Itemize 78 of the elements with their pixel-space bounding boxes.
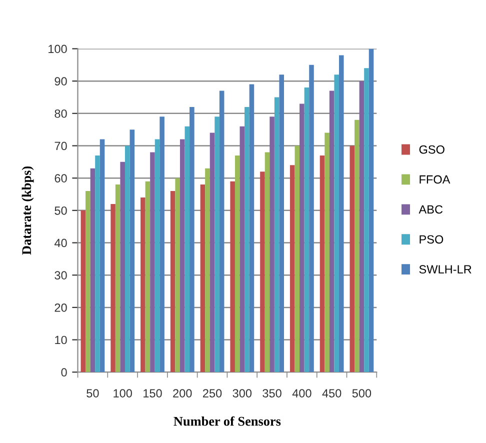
bar (240, 126, 245, 372)
bar (160, 116, 164, 372)
x-tick-label: 200 (173, 389, 192, 398)
bar (249, 84, 254, 372)
y-tick-label: 70 (54, 142, 67, 150)
bar (334, 74, 339, 372)
bar (270, 116, 274, 372)
bar (80, 210, 86, 372)
bar (184, 126, 190, 372)
bar (100, 139, 105, 372)
legend-label: SWLH-LR (419, 265, 472, 274)
bar (110, 204, 116, 372)
bar (364, 68, 369, 372)
x-tick-label: 50 (86, 389, 99, 398)
bar (359, 81, 364, 372)
bar (324, 132, 330, 372)
bar (180, 139, 185, 372)
x-tick-label: 150 (144, 389, 162, 398)
bar (150, 152, 155, 372)
bar (234, 155, 240, 372)
bar (368, 48, 374, 372)
bar (115, 184, 120, 372)
y-tick-label: 0 (61, 368, 67, 377)
bar (350, 146, 355, 372)
legend-label: PSO (420, 235, 444, 244)
bar (264, 152, 270, 372)
x-axis-title: Number of Sensors (174, 416, 281, 426)
bar (95, 155, 100, 372)
bar (130, 130, 135, 372)
y-axis-title: Datarate (kbps) (22, 166, 34, 255)
bar (290, 165, 295, 372)
y-tick-label: 90 (54, 77, 67, 86)
bar (230, 181, 235, 372)
x-tick-label: 300 (232, 389, 252, 398)
bar (170, 191, 176, 372)
bar (304, 88, 310, 372)
bar (320, 155, 325, 372)
bar (260, 172, 265, 372)
bar (244, 106, 250, 372)
y-tick-label: 60 (54, 174, 67, 182)
y-tick-label: 20 (54, 303, 67, 312)
bar (200, 184, 206, 372)
bar (329, 90, 334, 372)
bar (124, 146, 130, 372)
x-tick-label: 350 (262, 389, 282, 398)
bar (190, 106, 194, 372)
x-tick-label: 250 (203, 389, 222, 398)
y-tick-label: 30 (54, 271, 67, 280)
y-tick-label: 10 (55, 336, 67, 344)
bar (86, 191, 90, 372)
bar (90, 168, 96, 372)
bar (338, 55, 344, 372)
legend-label: ABC (418, 205, 443, 214)
y-tick-label: 100 (48, 44, 67, 54)
x-tick-label: 500 (352, 389, 372, 398)
bar (120, 162, 125, 372)
x-tick-label: 400 (292, 389, 312, 398)
legend-label: FFOA (420, 175, 450, 184)
legend-label: GSO (419, 145, 444, 154)
bar (354, 120, 360, 372)
bar (294, 146, 300, 372)
x-tick-label: 100 (114, 389, 132, 398)
bar (300, 104, 304, 372)
bar (274, 97, 280, 372)
bar (140, 197, 146, 372)
bar (309, 64, 314, 372)
y-tick-label: 40 (54, 238, 67, 248)
x-tick-label: 450 (322, 389, 342, 398)
bar (210, 132, 215, 372)
y-tick-label: 80 (54, 109, 67, 118)
y-tick-label: 50 (54, 206, 67, 215)
bar (205, 168, 210, 372)
bar (175, 178, 180, 372)
bar (279, 74, 284, 372)
bar (154, 139, 160, 372)
bar (145, 181, 150, 372)
bar (214, 116, 220, 372)
bar (219, 90, 224, 372)
